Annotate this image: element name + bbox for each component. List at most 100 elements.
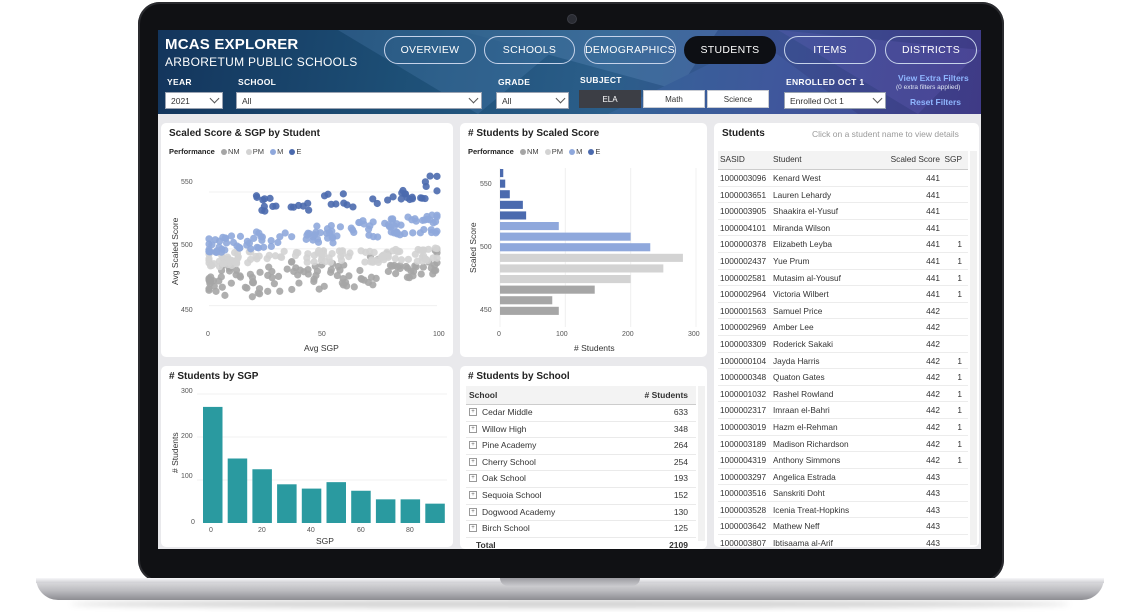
student-name-cell[interactable]: Madison Richardson [773,438,849,449]
expand-icon[interactable]: + [469,424,477,433]
school-row[interactable]: + Oak School 193 [466,471,696,488]
student-row[interactable]: 1000003651 Lauren Lehardy 441 [718,187,968,204]
sasid-cell: 1000002581 [720,272,767,283]
scatter-point-pm [208,261,216,270]
expand-icon[interactable]: + [469,507,477,516]
school-scrollbar[interactable] [698,386,705,541]
col-sgp[interactable]: SGP [944,154,962,164]
school-row[interactable]: + Sequoia School 152 [466,488,696,505]
hist-bar [500,232,631,241]
students-scrollbar[interactable] [970,151,977,545]
school-name: Birch School [482,523,530,534]
expand-icon[interactable]: + [469,408,477,416]
student-name-cell[interactable]: Victoria Wilbert [773,289,829,300]
expand-icon[interactable]: + [469,457,477,466]
student-row[interactable]: 1000003528 Icenia Treat-Hopkins 443 [718,502,968,519]
school-select[interactable]: All [236,92,482,109]
col-student[interactable]: Student [773,154,802,164]
student-name-cell[interactable]: Roderick Sakaki [773,338,833,349]
student-row[interactable]: 1000000348 Quaton Gates 442 1 [718,369,968,386]
subject-science-button[interactable]: Science [707,90,769,108]
scatter-point-nm [221,291,229,299]
student-name-cell[interactable]: Icenia Treat-Hopkins [773,504,850,515]
expand-icon[interactable]: + [469,524,477,533]
student-name-cell[interactable]: Angelica Estrada [773,471,836,482]
subject-math-button[interactable]: Math [643,90,705,108]
nav-overview-button[interactable]: OVERVIEW [384,36,476,64]
expand-icon[interactable]: + [469,490,477,499]
school-row[interactable]: + Cedar Middle 633 [466,405,696,422]
school-row[interactable]: + Cherry School 254 [466,455,696,472]
school-row[interactable]: + Willow High 348 [466,422,696,439]
scaled-score-cell: 441 [926,272,940,283]
nav-districts-button[interactable]: DISTRICTS [885,36,977,64]
nav-students-button[interactable]: STUDENTS [684,36,776,64]
student-row[interactable]: 1000000104 Jayda Harris 442 1 [718,353,968,370]
x-tick-60: 60 [357,527,365,534]
school-row[interactable]: + Dogwood Academy 130 [466,505,696,522]
student-row[interactable]: 1000003516 Sanskriti Doht 443 [718,485,968,502]
school-count: 193 [673,473,688,484]
student-name-cell[interactable]: Rashel Rowland [773,388,834,399]
student-row[interactable]: 1000003309 Roderick Sakaki 442 [718,336,968,353]
student-name-cell[interactable]: Imraan el-Bahri [773,405,830,416]
student-name-cell[interactable]: Samuel Price [773,305,823,316]
year-select[interactable]: 2021 [165,92,223,109]
subject-ela-button[interactable]: ELA [579,90,641,108]
student-row[interactable]: 1000002581 Mutasim al-Yousuf 441 1 [718,270,968,287]
view-extra-filters-link[interactable]: View Extra Filters [898,73,969,83]
col-school[interactable]: School [469,390,498,400]
webcam [567,14,577,24]
student-name-cell[interactable]: Yue Prum [773,255,810,266]
laptop-base [36,578,1104,600]
student-row[interactable]: 1000003807 Ibtisaama al-Arif 443 [718,535,968,547]
student-name-cell[interactable]: Sanskriti Doht [773,488,825,499]
scatter-point-m [432,229,440,237]
student-name-cell[interactable]: Mathew Neff [773,521,820,532]
x-tick-80: 80 [406,527,414,534]
scatter-point-nm [343,282,351,290]
student-row[interactable]: 1000003096 Kenard West 441 [718,170,968,187]
student-name-cell[interactable]: Amber Lee [773,322,814,333]
student-row[interactable]: 1000003019 Hazm el-Rehman 442 1 [718,419,968,436]
nav-schools-button[interactable]: SCHOOLS [484,36,575,64]
student-row[interactable]: 1000001563 Samuel Price 442 [718,303,968,320]
student-row[interactable]: 1000004319 Anthony Simmons 442 1 [718,452,968,469]
enrolled-select[interactable]: Enrolled Oct 1 [784,92,886,109]
student-row[interactable]: 1000002317 Imraan el-Bahri 442 1 [718,402,968,419]
nav-items-button[interactable]: ITEMS [784,36,876,64]
student-row[interactable]: 1000002437 Yue Prum 441 1 [718,253,968,270]
student-name-cell[interactable]: Kenard West [773,173,821,183]
student-name-cell[interactable]: Lauren Lehardy [773,189,832,200]
nav-demographics-button[interactable]: DEMOGRAPHICS [584,36,676,64]
grade-select[interactable]: All [496,92,569,109]
student-name-cell[interactable]: Jayda Harris [773,355,820,366]
col-students[interactable]: # Students [644,390,688,400]
school-row[interactable]: + Birch School 125 [466,521,696,538]
student-name-cell[interactable]: Hazm el-Rehman [773,421,838,432]
student-name-cell[interactable]: Elizabeth Leyba [773,239,833,250]
student-row[interactable]: 1000003642 Mathew Neff 443 [718,518,968,536]
student-row[interactable]: 1000002969 Amber Lee 442 [718,319,968,336]
student-name-cell[interactable]: Ibtisaama al-Arif [773,538,833,547]
student-row[interactable]: 1000002964 Victoria Wilbert 441 1 [718,286,968,303]
student-row[interactable]: 1000003297 Angelica Estrada 443 [718,469,968,486]
student-row[interactable]: 1000003905 Shaakira el-Yusuf 441 [718,203,968,220]
school-row[interactable]: + Pine Academy 264 [466,438,696,455]
student-row[interactable]: 1000004101 Miranda Wilson 441 [718,220,968,237]
expand-icon[interactable]: + [469,441,477,450]
col-sasid[interactable]: SASID [720,154,745,164]
col-scaled-score[interactable]: Scaled Score [890,154,940,164]
student-name-cell[interactable]: Quaton Gates [773,372,825,383]
scatter-point-pm [370,248,378,257]
student-name-cell[interactable]: Anthony Simmons [773,455,841,466]
scatter-point-m [243,241,251,249]
student-row[interactable]: 1000003189 Madison Richardson 442 1 [718,436,968,453]
student-name-cell[interactable]: Shaakira el-Yusuf [773,206,839,217]
reset-filters-link[interactable]: Reset Filters [910,97,962,107]
student-name-cell[interactable]: Miranda Wilson [773,222,831,233]
expand-icon[interactable]: + [469,474,477,483]
student-name-cell[interactable]: Mutasim al-Yousuf [773,272,841,283]
student-row[interactable]: 1000001032 Rashel Rowland 442 1 [718,386,968,403]
student-row[interactable]: 1000000378 Elizabeth Leyba 441 1 [718,236,968,253]
